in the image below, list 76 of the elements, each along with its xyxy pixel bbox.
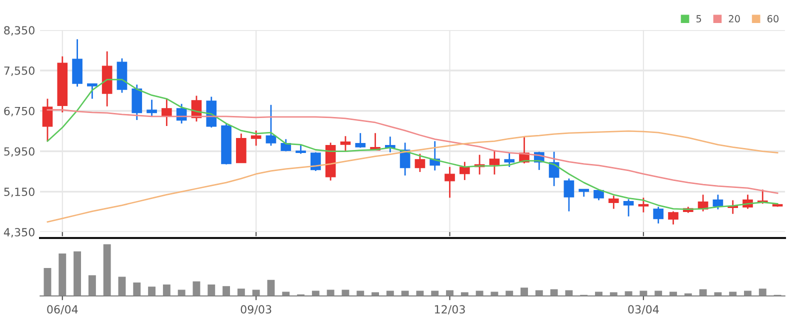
candlestick	[444, 166, 455, 198]
candlestick	[459, 161, 470, 181]
candlestick	[236, 132, 246, 164]
bar	[58, 254, 66, 296]
y-tick-label: 5,150	[4, 188, 34, 198]
candlestick	[87, 83, 98, 100]
x-tick-label: 09/03	[240, 305, 272, 314]
line-series	[46, 78, 778, 210]
x-tick-label: 12/03	[434, 305, 465, 314]
candlestick	[504, 152, 515, 168]
y-tick-label: 5,950	[4, 147, 34, 157]
candlestick	[146, 99, 157, 118]
legend-label: 20	[728, 15, 740, 22]
bar	[342, 290, 350, 296]
x-tick-label: 03/04	[628, 305, 659, 314]
line-series	[46, 130, 778, 223]
candlestick	[668, 210, 678, 226]
bar	[550, 289, 558, 296]
bar	[416, 290, 424, 296]
bar	[476, 290, 484, 296]
legend-label: 60	[767, 15, 778, 22]
candlestick	[489, 150, 500, 176]
bar	[237, 288, 245, 296]
y-tick-label: 6,750	[4, 106, 34, 116]
bar	[178, 290, 186, 296]
candlestick	[653, 206, 664, 224]
bar	[162, 284, 170, 296]
candlestick	[340, 135, 351, 152]
y-tick-label: 4,350	[4, 228, 34, 238]
candlestick	[355, 132, 366, 148]
bar	[699, 289, 707, 296]
candlestick	[608, 194, 619, 210]
bar	[133, 282, 141, 296]
bar	[401, 290, 409, 296]
bar	[222, 286, 230, 296]
candlestick	[414, 153, 426, 173]
bar	[535, 290, 543, 296]
bar	[565, 290, 573, 296]
bar	[148, 286, 156, 296]
bar	[520, 288, 528, 296]
candlestick	[162, 98, 172, 127]
bar	[356, 290, 364, 296]
bar	[640, 290, 648, 296]
bar	[252, 290, 260, 296]
candlestick	[132, 84, 142, 121]
legend-label: 5	[696, 15, 702, 22]
x-tick-label: 06/04	[47, 305, 78, 314]
bar	[431, 290, 439, 296]
y-tick-label: 7,550	[4, 66, 34, 76]
candlestick	[42, 98, 53, 142]
bar	[88, 275, 96, 296]
bar	[506, 290, 514, 296]
bar	[446, 290, 454, 296]
bar	[654, 290, 662, 296]
bar	[386, 290, 394, 296]
candlestick	[250, 130, 262, 146]
candlestick	[266, 104, 276, 146]
bar	[44, 268, 52, 296]
candlestick	[72, 38, 82, 88]
candlestick	[712, 194, 724, 210]
bar	[744, 290, 752, 296]
bar	[312, 290, 320, 296]
candlestick	[623, 198, 634, 218]
bar	[208, 284, 216, 296]
y-tick-label: 8,350	[4, 26, 34, 36]
candlestick	[564, 178, 574, 212]
bar	[118, 276, 126, 296]
candlestick	[638, 197, 649, 214]
bar	[192, 281, 200, 296]
bar	[326, 290, 334, 296]
bar	[758, 288, 766, 296]
candlestick	[296, 144, 306, 154]
bar	[267, 280, 275, 296]
bar	[74, 251, 82, 296]
candlestick	[280, 138, 292, 152]
bar	[103, 244, 111, 296]
